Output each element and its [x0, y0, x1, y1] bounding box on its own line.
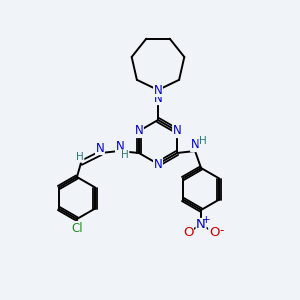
Text: N: N	[116, 140, 124, 152]
Text: N: N	[154, 83, 162, 97]
Text: N: N	[96, 142, 104, 154]
Text: H: H	[121, 150, 129, 160]
Text: +: +	[202, 215, 210, 225]
Text: -: -	[220, 224, 224, 238]
Text: H: H	[76, 152, 84, 162]
Text: N: N	[173, 124, 182, 137]
Text: Cl: Cl	[71, 221, 83, 235]
Text: N: N	[191, 139, 200, 152]
Text: N: N	[154, 158, 162, 170]
Text: N: N	[135, 124, 143, 137]
Text: N: N	[154, 92, 162, 104]
Text: O: O	[183, 226, 193, 238]
Text: N: N	[196, 218, 206, 232]
Text: H: H	[199, 136, 207, 146]
Text: O: O	[209, 226, 219, 238]
